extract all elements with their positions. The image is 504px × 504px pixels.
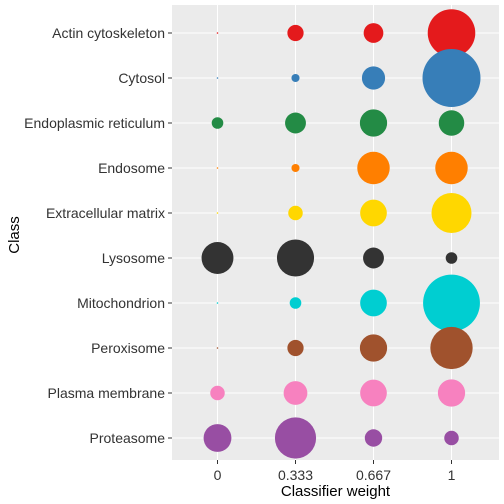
bubble (291, 163, 300, 173)
bubble (216, 347, 219, 349)
bubble (445, 252, 458, 264)
bubble (438, 110, 465, 136)
bubble (359, 109, 388, 137)
bubble (363, 23, 384, 43)
bubble (276, 239, 315, 277)
bubble (435, 151, 468, 185)
y-tick-label: Peroxisome (91, 340, 165, 356)
y-tick-label: Extracellular matrix (46, 205, 165, 221)
bubble (357, 151, 390, 185)
bubble (289, 297, 302, 309)
bubble (437, 379, 466, 407)
bubble (444, 430, 459, 446)
bubble (360, 289, 387, 317)
y-tick-label: Actin cytoskeleton (52, 25, 165, 41)
bubble-layer (201, 9, 481, 459)
bubble (216, 302, 219, 304)
y-tick-label: Cytosol (118, 70, 165, 86)
bubble (285, 112, 306, 134)
bubble (287, 24, 304, 42)
y-tick-label: Plasma membrane (48, 385, 166, 401)
bubble (210, 385, 225, 401)
x-tick-label: 0 (214, 467, 222, 483)
y-tick-label: Endoplasmic reticulum (24, 115, 165, 131)
y-tick-label: Endosome (98, 160, 165, 176)
y-axis: Actin cytoskeleton Cytosol Endoplasmic ret… (24, 25, 172, 446)
bubble (216, 32, 219, 34)
bubble (364, 429, 383, 447)
bubble (431, 192, 472, 234)
x-axis-title: Classifier weight (281, 483, 391, 500)
x-tick-label: 1 (448, 467, 456, 483)
bubble (283, 381, 308, 405)
bubble (287, 339, 304, 357)
bubble (203, 424, 232, 452)
bubble (274, 417, 317, 459)
bubble (361, 66, 386, 90)
bubble (216, 77, 219, 79)
x-axis: 0 0.333 0.667 1 (214, 460, 456, 483)
bubble (427, 9, 476, 57)
bubble (422, 49, 481, 107)
bubble (211, 117, 224, 129)
bubble (430, 326, 473, 370)
bubble (288, 205, 303, 221)
bubble (201, 242, 234, 274)
bubble (216, 167, 219, 169)
bubble (423, 274, 480, 332)
bubble (216, 212, 219, 214)
bubble (291, 73, 300, 83)
bubble (360, 379, 387, 407)
bubble (360, 199, 387, 227)
bubble (363, 247, 384, 269)
bubble (359, 334, 388, 362)
x-tick-label: 0.333 (278, 467, 313, 483)
y-tick-label: Mitochondrion (77, 295, 165, 311)
y-axis-title: Class (6, 216, 23, 254)
x-tick-label: 0.667 (356, 467, 391, 483)
y-tick-label: Proteasome (90, 430, 166, 446)
y-tick-label: Lysosome (102, 250, 166, 266)
